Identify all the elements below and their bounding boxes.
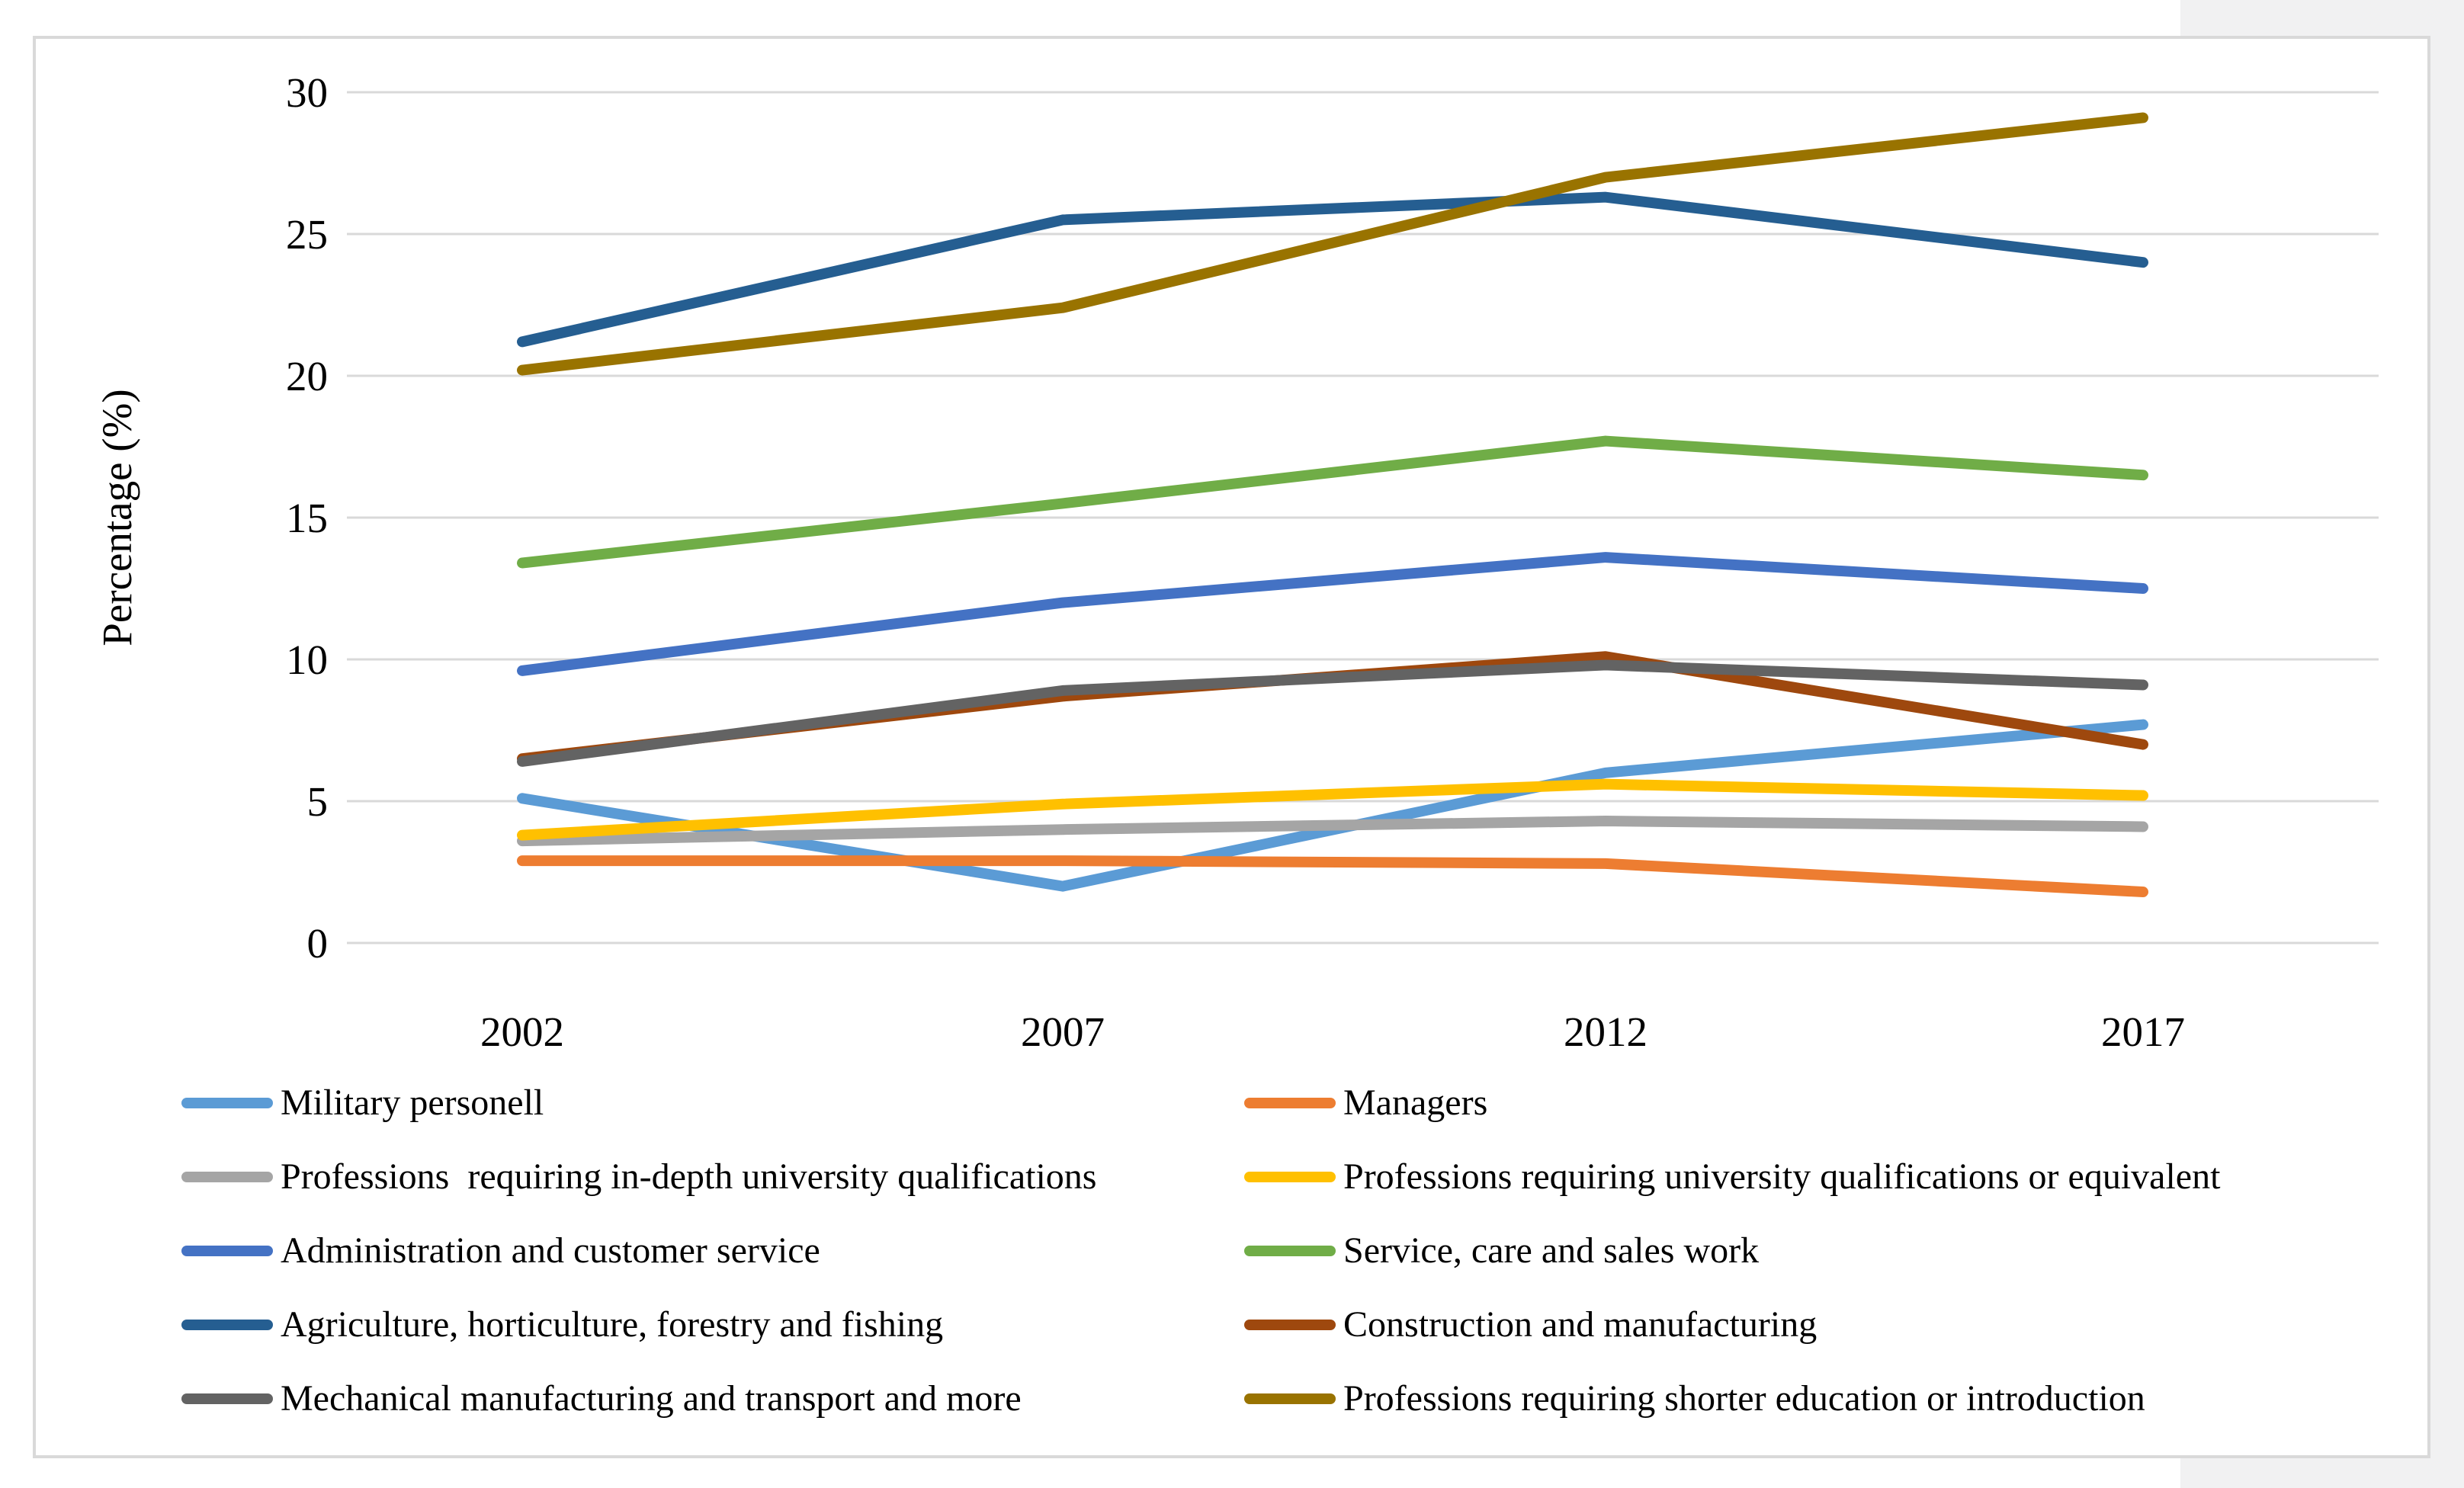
x-tick-label: 2007 <box>1021 1009 1105 1055</box>
y-tick-label: 15 <box>286 495 328 541</box>
series-line <box>517 855 2148 898</box>
y-tick-label: 25 <box>286 211 328 258</box>
y-tick-label: 20 <box>286 353 328 399</box>
y-tick-label: 0 <box>307 920 329 967</box>
y-tick-label: 10 <box>286 637 328 683</box>
series-line <box>517 552 2148 676</box>
y-tick-label: 30 <box>286 69 328 116</box>
x-tick-label: 2012 <box>1564 1009 1647 1055</box>
x-tick-label: 2017 <box>2101 1009 2185 1055</box>
y-tick-label: 5 <box>307 778 329 825</box>
series-line <box>517 778 2148 841</box>
series-line <box>517 659 2148 767</box>
series-line <box>517 191 2148 348</box>
x-tick-label: 2002 <box>480 1009 564 1055</box>
series-line <box>517 112 2148 376</box>
series-line <box>517 816 2148 847</box>
chart-container <box>33 36 2430 1458</box>
series-line <box>517 435 2148 569</box>
y-axis-title: Percentage (%) <box>94 389 140 646</box>
